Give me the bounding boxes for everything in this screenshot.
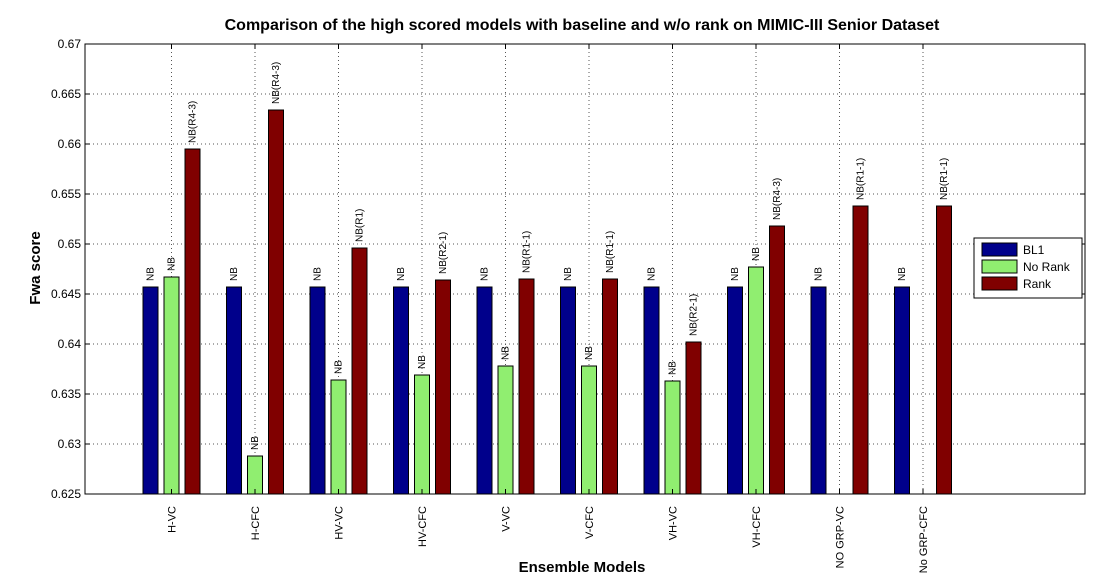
bar [247, 455, 263, 495]
y-axis-label: Fwa score [27, 231, 44, 304]
data-label: NB(R1-1) [522, 231, 533, 273]
data-label: NB [563, 267, 574, 281]
data-label: NB [334, 360, 345, 374]
bar [560, 286, 576, 495]
x-tick-label: VH-VC [668, 506, 680, 540]
x-tick-label: No GRP-CFC [918, 506, 930, 573]
data-label: NB(R4-3) [271, 62, 282, 104]
y-tick-label: 0.655 [51, 187, 81, 201]
x-tick-label: V-CFC [584, 506, 596, 539]
data-label: NB [417, 355, 428, 369]
data-label: NB [480, 267, 491, 281]
bar [497, 365, 514, 495]
bar [184, 148, 201, 495]
y-tick-label: 0.65 [58, 237, 82, 251]
y-tick-label: 0.66 [58, 137, 82, 151]
y-tick-label: 0.665 [51, 87, 81, 101]
bar [602, 278, 618, 495]
bar [518, 278, 535, 495]
data-label: NB [647, 267, 658, 281]
data-label: NB [250, 436, 261, 450]
bar [268, 109, 284, 495]
data-label: NB [167, 257, 178, 271]
data-label: NB(R1-1) [856, 158, 867, 200]
bar [226, 286, 242, 495]
y-tick-label: 0.64 [58, 337, 82, 351]
data-label: NB [751, 247, 762, 261]
x-tick-label: H-CFC [250, 506, 262, 540]
data-label: NB(R4-3) [772, 178, 783, 220]
data-label: NB [668, 361, 679, 375]
data-label: NB [229, 267, 240, 281]
data-label: NB [897, 267, 908, 281]
bar [769, 225, 785, 495]
bar [414, 374, 430, 495]
bars: NB NB NB NB NB NB NB NB NB NB NB NB NB NB NB NB NB NB NB(R… [142, 62, 952, 495]
x-tick-label: H-VC [167, 506, 179, 533]
y-tick-label: 0.63 [58, 437, 82, 451]
data-label: NB [584, 346, 595, 360]
y-tick-label: 0.635 [51, 387, 81, 401]
bar [351, 247, 368, 495]
bar [664, 380, 681, 495]
bar [581, 365, 597, 495]
y-tick-label: 0.645 [51, 287, 81, 301]
x-tick-label: HV-CFC [417, 506, 429, 547]
bar [894, 286, 910, 495]
bar [393, 286, 409, 495]
legend: BL1 No Rank Rank [973, 237, 1083, 299]
bar [936, 205, 952, 495]
bar [142, 286, 159, 495]
legend-swatch [981, 242, 1018, 257]
data-label: NB [814, 267, 825, 281]
plot-frame [84, 43, 1086, 495]
x-tick-label: NO GRP-VC [835, 506, 847, 568]
data-label: NB(R2-1) [438, 232, 449, 274]
data-label: NB(R4-3) [188, 101, 199, 143]
legend-label: Rank [1023, 277, 1052, 291]
bar [330, 379, 347, 495]
bar [643, 286, 660, 495]
data-label: NB(R2-1) [689, 294, 700, 336]
x-tick-label: HV-VC [334, 506, 346, 540]
axes: 0.625 0.63 0.635 0.64 0.645 0.65 0.655 0.66 0.66… [51, 37, 1086, 573]
data-label: NB(R1-1) [605, 231, 616, 273]
bar [748, 266, 764, 495]
bar [163, 276, 180, 495]
bar [810, 286, 827, 495]
data-label: NB [396, 267, 407, 281]
legend-label: No Rank [1023, 260, 1071, 274]
data-label: NB(R1-1) [939, 158, 950, 200]
x-tick-label: VH-CFC [751, 506, 763, 548]
legend-label: BL1 [1023, 243, 1045, 257]
data-label: NB [501, 346, 512, 360]
y-tick-label: 0.625 [51, 487, 81, 501]
chart-title: Comparison of the high scored models wit… [225, 17, 940, 34]
data-label: NB [146, 267, 157, 281]
bar [476, 286, 493, 495]
bar [435, 279, 451, 495]
x-axis-label: Ensemble Models [519, 559, 646, 576]
data-label: NB(R1) [355, 209, 366, 242]
data-label: NB [730, 267, 741, 281]
data-label: NB [313, 267, 324, 281]
y-tick-label: 0.67 [58, 37, 82, 51]
x-tick-label: V-VC [501, 506, 513, 532]
bar [685, 341, 702, 495]
bar [309, 286, 326, 495]
legend-swatch [981, 276, 1018, 291]
legend-swatch [981, 259, 1018, 274]
bar [727, 286, 743, 495]
bar [852, 205, 869, 495]
